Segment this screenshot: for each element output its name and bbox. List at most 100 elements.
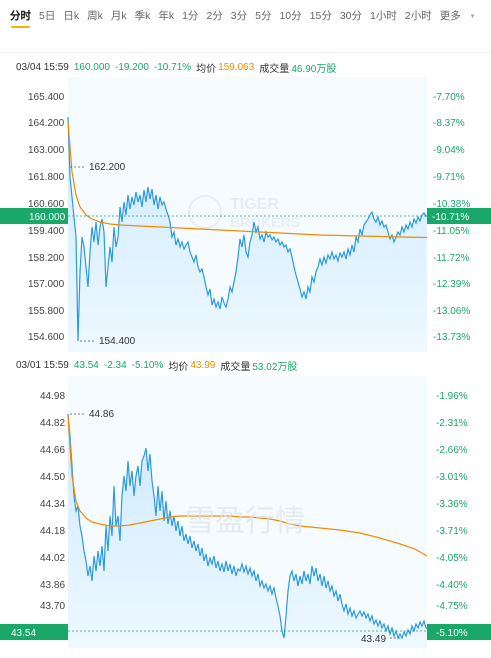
chart1-right-axis: -7.70% -8.37% -9.04% -9.71% -10.38% -11.05% -1… xyxy=(433,92,470,343)
chart2-price-area xyxy=(68,414,427,648)
tab-12[interactable]: 15分 xyxy=(309,10,332,22)
chart2-left-axis: 44.98 44.82 44.66 44.50 44.34 44.18 44.02 43.86… xyxy=(40,391,65,612)
chart2-avg-line xyxy=(67,415,428,557)
chart1-left-tick-4: 160.600 xyxy=(28,199,65,210)
chart2-change: -2.34 xyxy=(103,359,127,371)
chart1-left-tick-3: 161.800 xyxy=(28,172,65,183)
chart2-vol: 53.02万股 xyxy=(252,361,298,373)
chart2-right-tick-6: -4.05% xyxy=(436,553,468,564)
chart2-pct: -5.10% xyxy=(131,359,164,371)
tab-14[interactable]: 1小时 xyxy=(370,10,397,22)
chart1-high-label: 162.200 xyxy=(89,162,126,173)
chart1-right-tick-3: -9.71% xyxy=(433,172,465,183)
chart1-last-price-tag-text: 160.000 xyxy=(29,212,66,223)
chart1-left-tick-5: 159.400 xyxy=(28,226,65,237)
chart2-low-label: 43.49 xyxy=(361,634,386,645)
tab-9[interactable]: 3分 xyxy=(230,10,248,22)
chart1-watermark-line1: TIGER xyxy=(230,196,279,213)
chart2-avg-label: 均价 xyxy=(168,361,189,373)
chart2-left-tick-7: 43.86 xyxy=(40,580,65,591)
tab-7[interactable]: 1分 xyxy=(182,10,199,22)
chart2-right-axis: -1.96% -2.31% -2.66% -3.01% -3.36% -3.71% -4.0… xyxy=(436,391,468,612)
chart2-high-label: 44.86 xyxy=(89,409,114,420)
chart2-right-tick-3: -3.01% xyxy=(436,472,468,483)
chart2-right-tick-4: -3.36% xyxy=(436,499,468,510)
chart2-right-tick-0: -1.96% xyxy=(436,391,468,402)
chart2-right-tick-2: -2.66% xyxy=(436,445,468,456)
tab-1[interactable]: 5日 xyxy=(39,10,56,22)
tab-3[interactable]: 周k xyxy=(87,10,103,22)
chart2-avg: 43.99 xyxy=(190,359,216,371)
chart1-low-label: 154.400 xyxy=(99,336,136,347)
chart1-left-tick-1: 164.200 xyxy=(28,118,65,129)
chart1-right-tick-7: -12.39% xyxy=(433,279,470,290)
chart1-right-tick-6: -11.72% xyxy=(433,253,470,264)
chart1-left-tick-9: 154.600 xyxy=(28,332,65,343)
tab-2[interactable]: 日k xyxy=(63,10,80,22)
chart1-avg: 159.063 xyxy=(218,61,255,73)
chart1-change: -19.200 xyxy=(114,61,149,73)
chart1-time: 03/04 15:59 xyxy=(16,61,69,73)
chart2-time: 03/01 15:59 xyxy=(16,359,69,371)
chart1-vol: 46.90万股 xyxy=(291,63,337,75)
chart1-avg-label: 均价 xyxy=(196,63,217,75)
chart1-watermark-logo xyxy=(188,195,222,229)
chart1-avg-line xyxy=(67,121,428,239)
chart1-right-tick-4: -10.38% xyxy=(433,199,470,210)
chart1-right-tick-5: -11.05% xyxy=(433,226,470,237)
chart1-last-pct-tag xyxy=(427,208,491,224)
chart2-info-row: 03/01 15:59 43.54 -2.34 -5.10% 均价 43.99 … xyxy=(16,356,302,374)
chart2-last-pct-tag xyxy=(427,624,491,640)
tab-4[interactable]: 月k xyxy=(110,10,127,22)
tab-5[interactable]: 季k xyxy=(134,10,151,22)
chart2-last-price-tag-text: 43.54 xyxy=(11,628,36,639)
chart2-left-tick-6: 44.02 xyxy=(40,553,65,564)
chart2-left-tick-8: 43.70 xyxy=(40,601,65,612)
chart1-left-tick-2: 163.000 xyxy=(28,145,65,156)
tab-15[interactable]: 2小时 xyxy=(404,10,432,22)
chart1-vol-label: 成交量 xyxy=(259,63,290,75)
chart1-left-tick-6: 158.200 xyxy=(28,253,65,264)
chart1-left-axis: 165.400 164.200 163.000 161.800 160.600 159.4… xyxy=(28,92,65,343)
chart2-watermark: 雪盈行情 xyxy=(185,505,305,538)
chart2-left-tick-3: 44.50 xyxy=(40,472,65,483)
tab-8[interactable]: 2分 xyxy=(206,10,223,22)
chart1-last-pct-tag-text: -10.71% xyxy=(432,212,469,223)
chart2-right-tick-7: -4.40% xyxy=(436,580,468,591)
chart1-watermark-line2: BROKERS xyxy=(230,214,300,230)
chart2-left-tick-0: 44.98 xyxy=(40,391,65,402)
chart1-info-row: 03/04 15:59 160.000 -19.200 -10.71% 均价 1… xyxy=(16,58,341,76)
drawing-toolbar xyxy=(0,33,491,53)
chart2-intraday[interactable]: 雪盈行情 44.86 43.49 44.98 44.82 44.66 44.50 44.… xyxy=(0,376,491,648)
chart1-price: 160.000 xyxy=(73,61,110,73)
chart1-right-tick-8: -13.06% xyxy=(433,306,470,317)
chart1-price-line xyxy=(67,116,427,342)
chart1-left-tick-7: 157.000 xyxy=(28,279,65,290)
chart2-left-tick-5: 44.18 xyxy=(40,526,65,537)
tab-13[interactable]: 30分 xyxy=(339,10,363,22)
chart1-left-tick-0: 165.400 xyxy=(28,92,65,103)
more-caret-icon[interactable]: ▾ xyxy=(470,13,475,20)
tab-11[interactable]: 10分 xyxy=(279,10,302,22)
chart2-left-tick-2: 44.66 xyxy=(40,445,65,456)
chart1-right-tick-9: -13.73% xyxy=(433,332,470,343)
chart2-price: 43.54 xyxy=(73,359,99,371)
tab-16[interactable]: 更多 xyxy=(439,10,461,22)
chart2-price-line xyxy=(67,413,427,640)
chart2-right-tick-8: -4.75% xyxy=(436,601,468,612)
chart1-right-tick-2: -9.04% xyxy=(433,145,465,156)
chart1-watermark: TIGER BROKERS xyxy=(188,195,300,230)
chart1-right-tick-0: -7.70% xyxy=(433,92,465,103)
chart2-vol-label: 成交量 xyxy=(220,361,251,373)
chart2-right-tick-1: -2.31% xyxy=(436,418,468,429)
chart2-left-tick-1: 44.82 xyxy=(40,418,65,429)
tab-10[interactable]: 5分 xyxy=(255,10,272,22)
tab-6[interactable]: 年k xyxy=(158,10,175,22)
chart1-intraday[interactable]: TIGER BROKERS 162.200 154.400 165.400 164… xyxy=(0,77,491,352)
chart1-price-area xyxy=(68,117,427,352)
chart1-pct: -10.71% xyxy=(153,61,192,73)
chart2-last-price-tag xyxy=(0,624,68,640)
tab-0[interactable]: 分时 xyxy=(10,0,31,32)
chart1-right-tick-1: -8.37% xyxy=(433,118,465,129)
chart1-left-tick-8: 155.800 xyxy=(28,306,65,317)
